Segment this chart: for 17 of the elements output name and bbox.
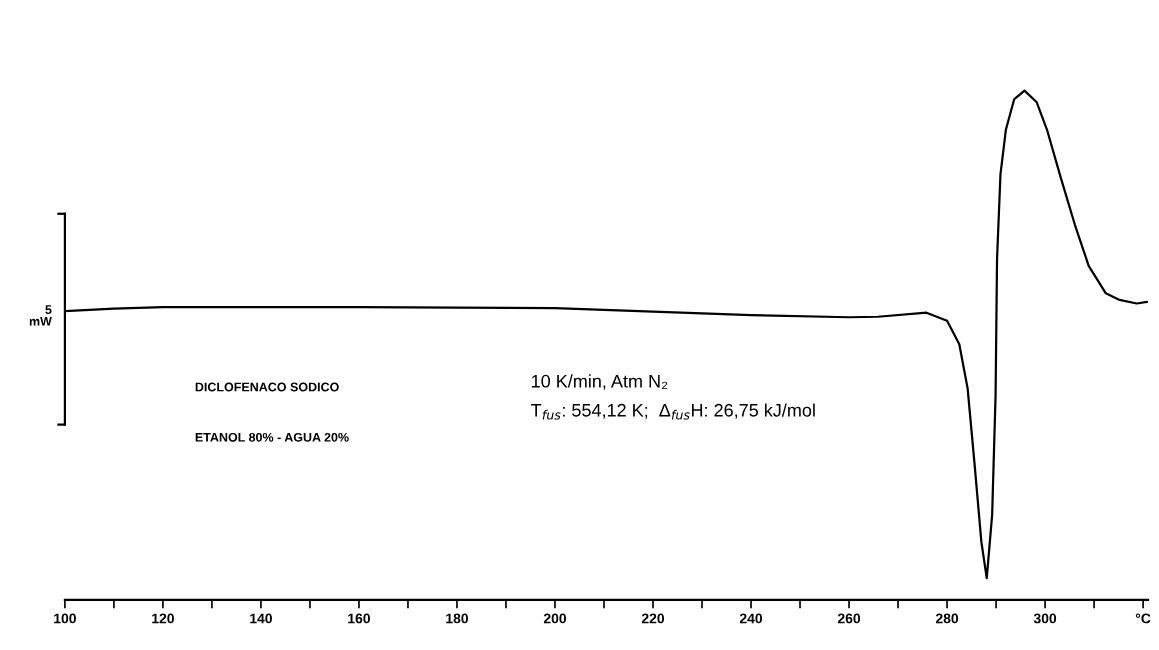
x-tick-label: 220 <box>641 613 665 624</box>
x-tick-label: °C <box>1135 613 1151 624</box>
annotation: T$_{fus}$: 554,12 K; Δ$_{fus}$H: 26,75 kJ/mol <box>531 403 815 420</box>
text: 5 mW <box>29 305 52 326</box>
x-tick-label: 180 <box>446 613 468 624</box>
x-tick-label: 200 <box>543 613 567 624</box>
x-tick-label: 100 <box>54 613 76 624</box>
x-tick-label: 260 <box>837 613 861 624</box>
x-tick-label: 160 <box>348 613 370 624</box>
x-tick-label: 140 <box>250 613 272 624</box>
annotation: ETANOL 80% - AGUA 20% <box>195 432 349 442</box>
x-tick-label: 280 <box>935 613 959 624</box>
x-tick-label: 240 <box>739 613 763 624</box>
x-tick-label: 300 <box>1033 613 1057 624</box>
annotation: DICLOFENACO SODICO <box>195 382 339 392</box>
annotation: 10 K/min, Atm N₂ <box>532 374 668 390</box>
x-tick-label: 120 <box>152 613 174 624</box>
